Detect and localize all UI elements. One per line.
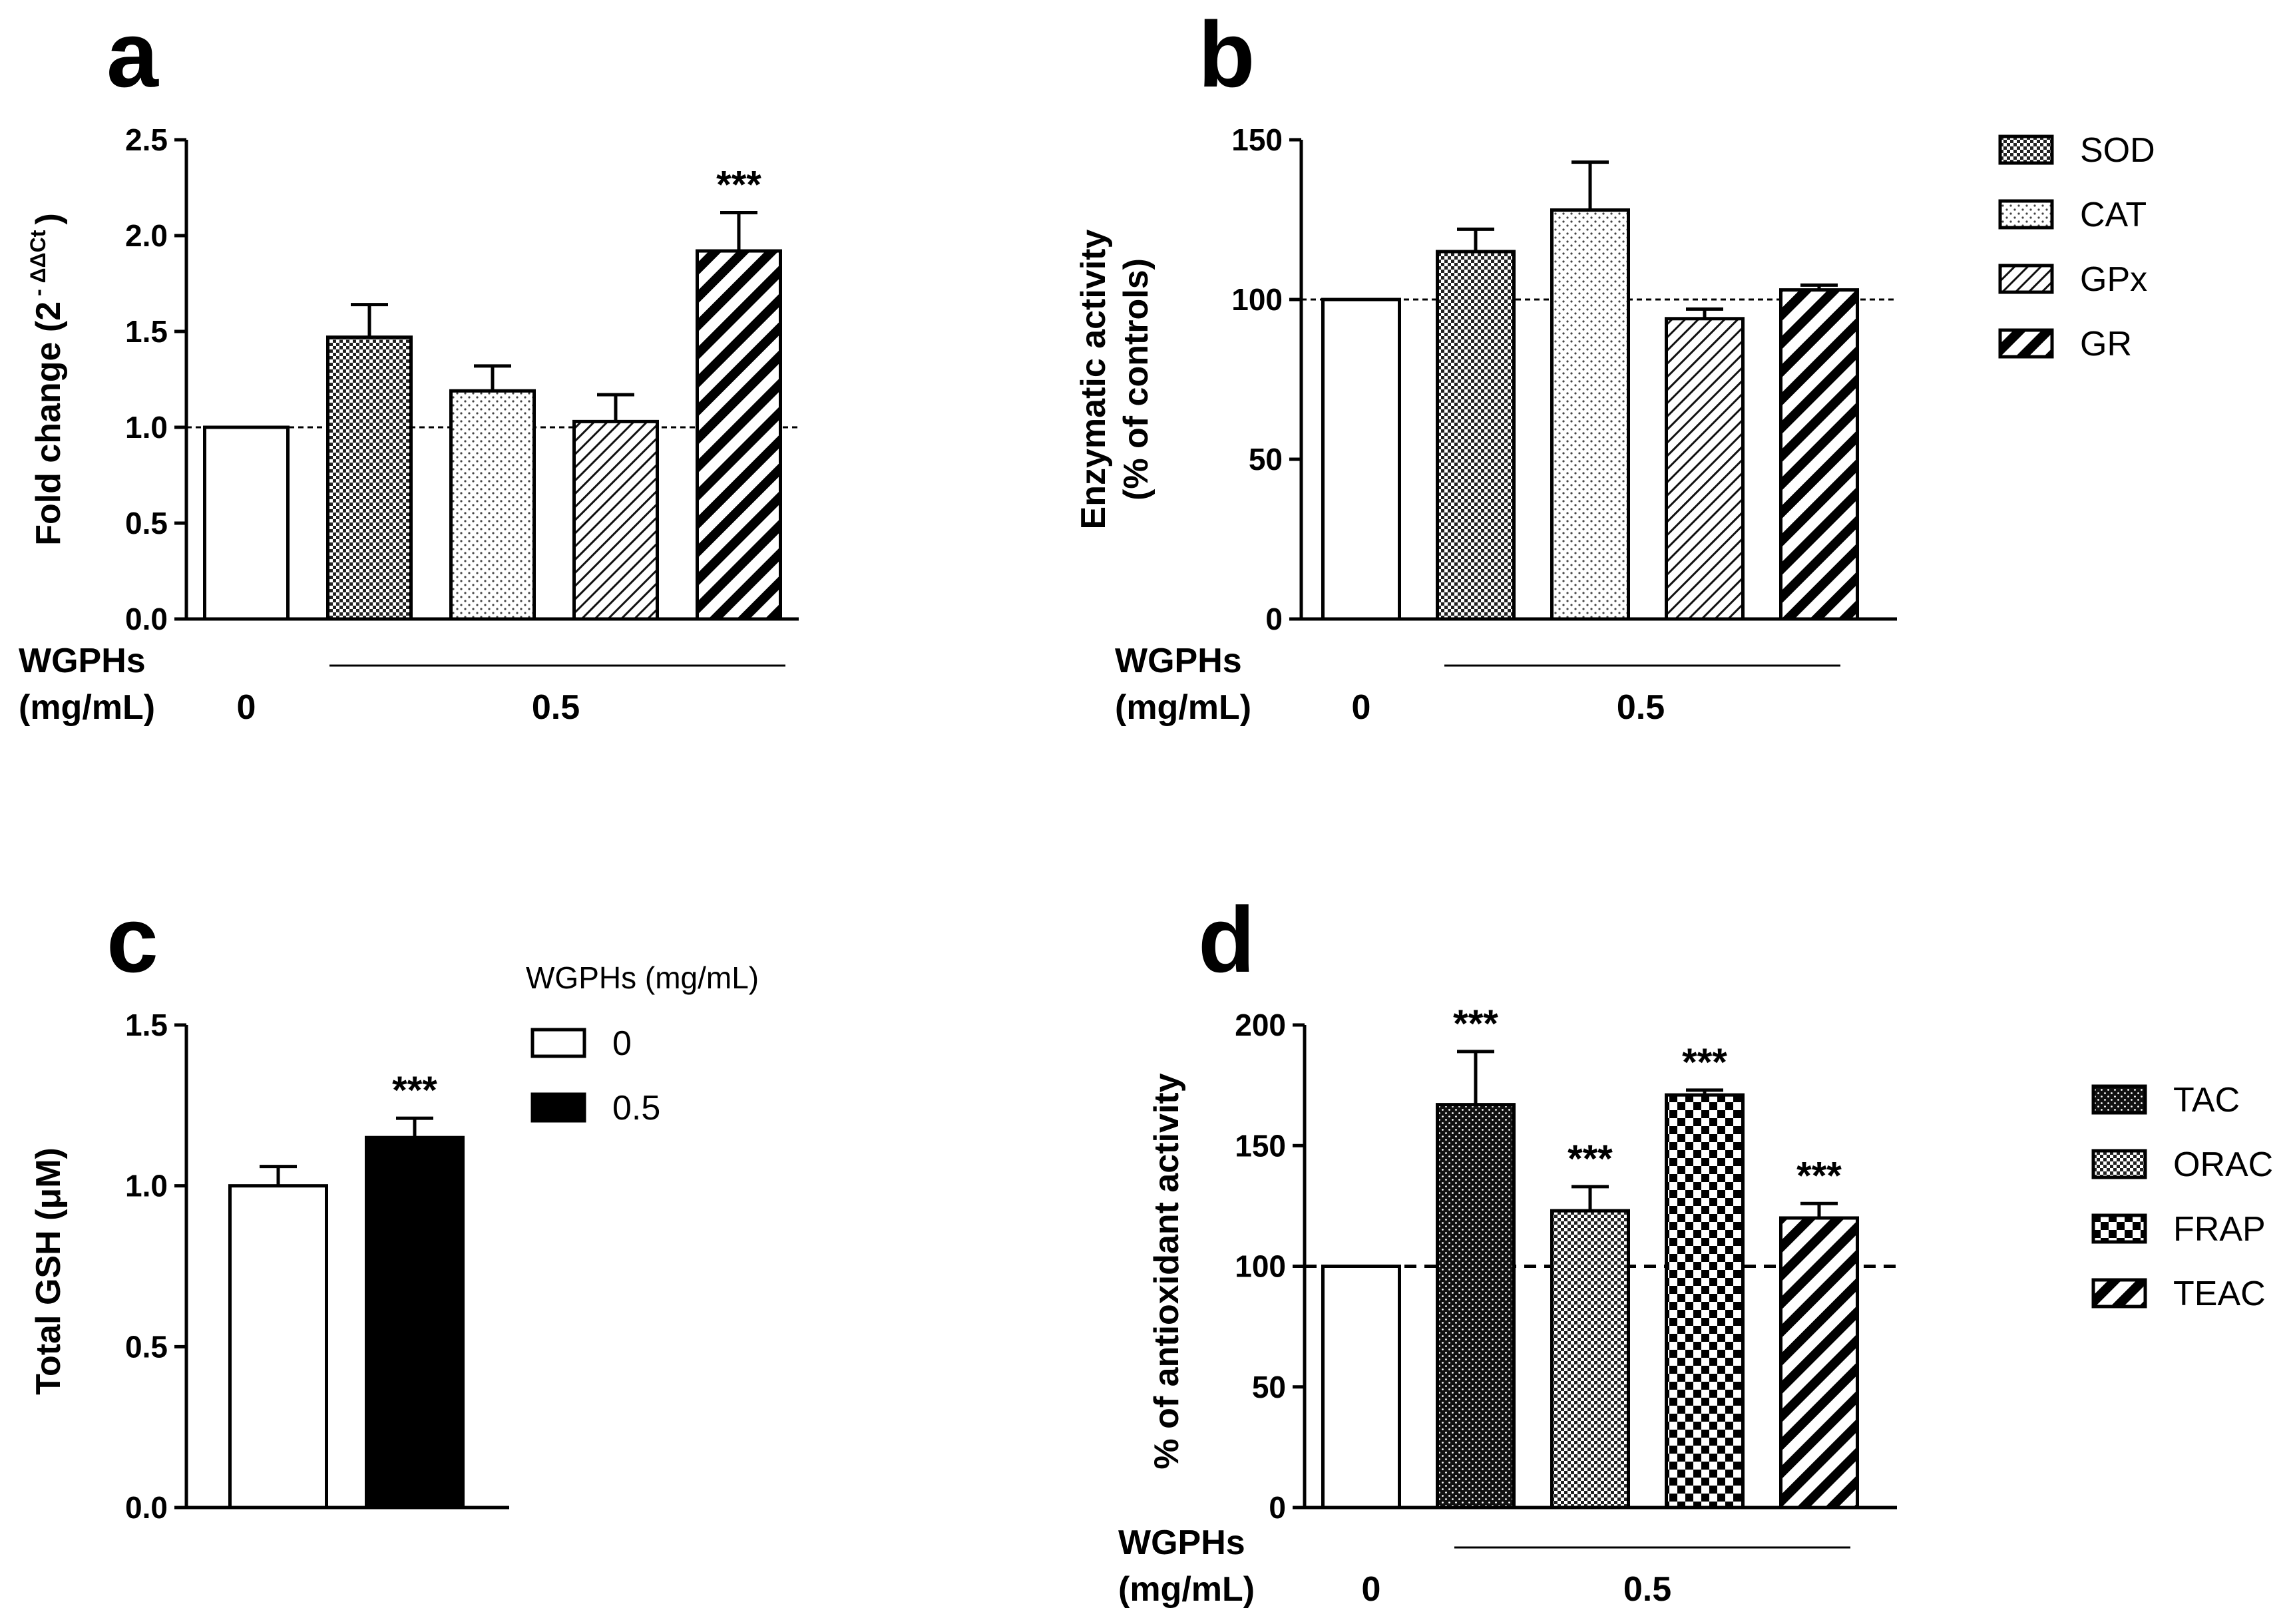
significance-label: *** (1567, 1137, 1613, 1181)
y-tick-label: 1.0 (125, 410, 168, 445)
legend-title: WGPHs (mg/mL) (526, 960, 759, 995)
legend-label: ORAC (2173, 1145, 2273, 1184)
y-axis-label: Fold change (2 - ΔΔCt) (26, 213, 68, 546)
y-axis-label: % of antioxidant activity (1148, 1073, 1186, 1469)
panel-letter-b: b (1198, 2, 1255, 106)
y-tick-label: 0 (1265, 602, 1283, 636)
x-group-label-0: 0 (1362, 1570, 1381, 1609)
bar-cat (1550, 208, 1630, 621)
legend-swatch (1998, 134, 2054, 165)
y-axis-label-main: Total GSH (μM) (29, 1147, 68, 1395)
y-axis-label-line: Enzymatic activity (1074, 229, 1113, 529)
significance-label: *** (392, 1069, 437, 1112)
panel-c-chart: 0.0 0.5 1.0 1.5 Total GSH (μM) *** WGPHs (mg/m… (29, 960, 759, 1525)
legend-swatch (1998, 328, 2054, 359)
y-axis-label-superscript: - ΔΔCt (26, 230, 50, 296)
y-axis-label-close: ) (29, 213, 68, 224)
bar-0-5 (365, 1135, 465, 1510)
bar-gpx (572, 419, 659, 621)
legend-label: TEAC (2173, 1275, 2266, 1313)
y-tick-label: 0.0 (125, 1490, 168, 1525)
bar-sod (1436, 250, 1516, 621)
bar-control (203, 425, 290, 621)
bar-gpx (1665, 317, 1745, 621)
legend-label: GPx (2080, 260, 2147, 299)
legend-swatch (2091, 1149, 2147, 1179)
bar-control (1321, 1265, 1401, 1510)
legend-label: SOD (2080, 131, 2155, 170)
legend-label: 0.5 (612, 1089, 660, 1127)
y-axis-label-line: (% of controls) (1117, 258, 1155, 501)
legend-label: CAT (2080, 196, 2147, 234)
x-row-label-line1: WGPHs (1118, 1523, 1245, 1562)
bar-sod (326, 335, 413, 621)
y-tick-label: 0.0 (125, 602, 168, 636)
y-tick-label: 100 (1231, 282, 1283, 317)
legend-label: TAC (2173, 1081, 2240, 1119)
legend-swatch (1998, 199, 2054, 230)
y-tick-label: 0 (1269, 1490, 1286, 1525)
legend-swatch (2091, 1084, 2147, 1115)
bar-gr (696, 249, 782, 621)
bar-frap (1665, 1093, 1745, 1510)
panel-d-chart: 0 50 100 150 200 % of antioxidant activity ***… (1118, 1002, 2273, 1609)
panel-letter-a: a (106, 2, 159, 106)
y-tick-label: 200 (1235, 1008, 1286, 1042)
significance-label: *** (1796, 1154, 1842, 1197)
x-row-label-line2: (mg/mL) (19, 688, 155, 727)
bar-tac (1436, 1103, 1516, 1510)
legend-swatch (530, 1092, 586, 1123)
y-tick-label: 0.5 (125, 506, 168, 540)
panel-letter-c: c (106, 887, 158, 992)
y-axis-label: Total GSH (μM) (29, 1147, 68, 1395)
x-row-label-line2: (mg/mL) (1118, 1570, 1255, 1609)
y-tick-label: 150 (1235, 1128, 1286, 1163)
bar-orac (1550, 1209, 1630, 1510)
y-tick-label: 1.0 (125, 1169, 168, 1203)
legend-label: GR (2080, 325, 2132, 363)
y-tick-label: 50 (1252, 1370, 1286, 1404)
x-group-label-0: 0 (1352, 688, 1371, 727)
bar-gr (1779, 288, 1859, 621)
x-row-label-line1: WGPHs (1115, 642, 1242, 680)
significance-label: *** (1453, 1002, 1498, 1046)
y-tick-label: 150 (1231, 122, 1283, 157)
y-tick-label: 2.0 (125, 218, 168, 253)
y-tick-label: 0.5 (125, 1329, 168, 1364)
legend-label: FRAP (2173, 1210, 2266, 1249)
y-axis-label-main: Fold change (2 (29, 302, 68, 546)
panel-b-chart: 0 50 100 150 Enzymatic activity (% of control… (1074, 122, 2155, 727)
y-tick-label: 100 (1235, 1249, 1286, 1284)
y-axis-label-main: % of antioxidant activity (1148, 1073, 1186, 1469)
bar-cat (449, 389, 536, 621)
y-tick-label: 50 (1249, 442, 1283, 477)
bar-0 (228, 1184, 328, 1510)
bar-control (1321, 298, 1401, 621)
legend-swatch (530, 1028, 586, 1058)
x-row-label-line2: (mg/mL) (1115, 688, 1251, 727)
legend-swatch (2091, 1278, 2147, 1309)
significance-label: *** (716, 163, 761, 206)
panel-letter-d: d (1198, 887, 1255, 992)
x-group-label-1: 0.5 (1617, 688, 1665, 727)
legend-swatch (2091, 1213, 2147, 1244)
legend-label: 0 (612, 1024, 632, 1063)
y-axis-label: Enzymatic activity (% of controls) (1074, 229, 1155, 529)
x-group-label-0: 0 (237, 688, 256, 727)
y-tick-label: 1.5 (125, 314, 168, 349)
x-group-label-1: 0.5 (532, 688, 580, 727)
y-tick-label: 2.5 (125, 122, 168, 157)
legend-swatch (1998, 264, 2054, 294)
bar-teac (1779, 1216, 1859, 1510)
panel-a-chart: 0.0 0.5 1.0 1.5 2.0 2.5 Fold change (2 - ΔΔCt) *… (19, 122, 799, 727)
y-tick-label: 1.5 (125, 1008, 168, 1042)
x-row-label-line1: WGPHs (19, 642, 146, 680)
x-group-label-1: 0.5 (1623, 1570, 1671, 1609)
significance-label: *** (1682, 1041, 1727, 1084)
